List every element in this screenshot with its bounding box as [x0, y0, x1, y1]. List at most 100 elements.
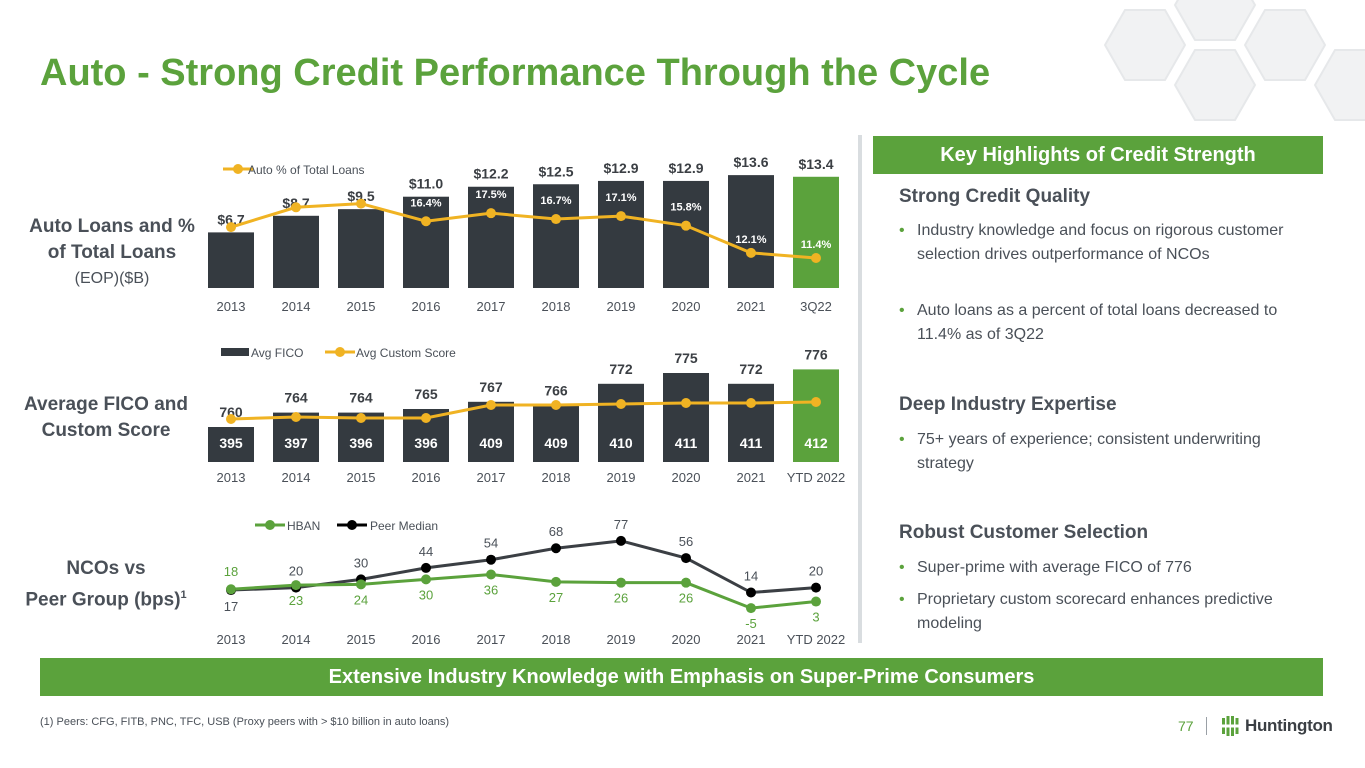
- line-point-hban: [356, 579, 366, 590]
- line-point-auto-pct: [356, 198, 366, 209]
- bar-value-label: 764: [284, 390, 308, 406]
- x-tick-label: YTD 2022: [787, 470, 846, 485]
- line-point-hban: [226, 584, 236, 595]
- hban-value-label: 30: [419, 587, 433, 602]
- bullet-dot: •: [899, 559, 905, 576]
- peer-value-label: 14: [744, 569, 758, 584]
- bar-avg-fico: [793, 369, 839, 462]
- legend-label-avg-fico: Avg FICO: [251, 346, 303, 360]
- line-auto-pct: [230, 202, 817, 260]
- bar-auto-loans: [403, 196, 449, 288]
- x-tick-label: 2020: [672, 470, 701, 485]
- chart-fico-custom-score: Avg FICO Avg Custom Score 760 2013 764 2014 76…: [208, 346, 846, 485]
- x-tick-label: 2021: [737, 632, 766, 647]
- legend-marker-custom-score: [335, 347, 345, 357]
- line-point-custom-score: [681, 398, 691, 408]
- legend-marker-peer-median: [347, 520, 357, 530]
- bar-value-label: $11.0: [409, 176, 443, 192]
- line-value-label: 409: [479, 435, 503, 451]
- bullet-text: Auto loans as a percent of total loans d…: [917, 302, 1278, 343]
- bar-value-label: 775: [674, 350, 698, 366]
- line-point-auto-pct: [226, 222, 236, 233]
- bar-auto-loans: [338, 209, 384, 288]
- x-tick-label: 2015: [347, 632, 376, 647]
- legend-swatch-avg-fico: [221, 348, 249, 356]
- bar-avg-fico: [728, 383, 774, 462]
- bullet-item: • Super-prime with average FICO of 776: [899, 556, 1319, 580]
- x-tick-label: 2017: [477, 299, 506, 314]
- bar-value-label: 767: [479, 379, 503, 395]
- chart-auto-loans: Auto % of Total Loans$6.72013$8.72014$9.…: [208, 154, 839, 314]
- bar-avg-fico: [663, 373, 709, 462]
- bullet-item: • Proprietary custom scorecard enhances p…: [899, 588, 1319, 636]
- bullet-item: • Auto loans as a percent of total loans …: [899, 299, 1319, 347]
- x-tick-label: YTD 2022: [787, 632, 846, 647]
- row-label-ncos-line2-text: Peer Group (bps): [25, 589, 181, 611]
- bar-value-label: 764: [349, 390, 373, 406]
- bar-value-label: 766: [544, 382, 568, 398]
- line-point-peer-median: [421, 562, 431, 573]
- row-label-fico-line1: Average FICO and: [23, 394, 188, 415]
- bar-avg-fico: [598, 383, 644, 462]
- bullet-dot: •: [899, 222, 905, 239]
- hban-value-label: 23: [289, 593, 303, 608]
- line-value-label: 396: [349, 435, 373, 451]
- x-tick-label: 2019: [607, 632, 636, 647]
- line-point-custom-score: [616, 399, 626, 409]
- line-value-label: 17.1%: [605, 192, 636, 204]
- panel-divider: [858, 135, 862, 643]
- page-separator: [1206, 717, 1207, 735]
- line-value-label: 412: [804, 435, 828, 451]
- footnote: (1) Peers: CFG, FITB, PNC, TFC, USB (Pro…: [40, 716, 450, 728]
- bar-value-label: $6.7: [217, 211, 244, 227]
- line-point-custom-score: [486, 400, 496, 410]
- line-value-label: 16.7%: [540, 195, 571, 207]
- x-tick-label: 2016: [412, 470, 441, 485]
- highlights-panel: Key Highlights of Credit Strength Strong…: [873, 136, 1323, 632]
- row-label-ncos-line1: NCOs vs: [66, 558, 146, 579]
- line-value-label: 410: [609, 435, 633, 451]
- legend-label-auto-pct: Auto % of Total Loans: [248, 163, 365, 177]
- bar-value-label: $13.6: [733, 154, 768, 170]
- line-point-peer-median: [486, 554, 496, 565]
- bullet-dot: •: [899, 591, 905, 608]
- bar-value-label: 772: [739, 361, 763, 377]
- x-tick-label: 3Q22: [800, 299, 832, 314]
- line-point-custom-score: [551, 400, 561, 410]
- bullet-text: Super-prime with average FICO of 776: [917, 559, 1192, 576]
- bar-value-label: $13.4: [798, 156, 833, 172]
- line-value-label: 16.4%: [410, 197, 441, 209]
- row-label-loans-line2: of Total Loans: [47, 242, 177, 263]
- line-point-hban: [551, 576, 561, 587]
- line-point-hban: [291, 580, 301, 591]
- legend-label-hban: HBAN: [287, 519, 320, 533]
- bar-value-label: $12.2: [473, 166, 508, 182]
- bar-value-label: $12.5: [538, 163, 573, 179]
- hexagon-background-decoration: [1103, 0, 1365, 121]
- hban-value-label: -5: [745, 616, 757, 631]
- bar-auto-loans: [533, 184, 579, 288]
- line-point-peer-median: [811, 582, 821, 593]
- legend-marker-auto-pct: [233, 164, 243, 174]
- x-tick-label: 2020: [672, 299, 701, 314]
- line-value-label: 18.8%: [345, 180, 376, 192]
- x-tick-label: 2013: [217, 470, 246, 485]
- line-point-hban: [746, 603, 756, 614]
- x-tick-label: 2016: [412, 632, 441, 647]
- peer-value-label: 20: [809, 564, 823, 579]
- bullet-dot: •: [899, 431, 905, 448]
- footnote-marker: 1: [180, 589, 187, 601]
- x-tick-label: 2014: [282, 299, 311, 314]
- line-point-peer-median: [616, 535, 626, 546]
- line-point-hban: [486, 569, 496, 580]
- x-tick-label: 2013: [217, 299, 246, 314]
- x-tick-label: 2013: [217, 632, 246, 647]
- line-point-custom-score: [356, 413, 366, 423]
- line-value-label: 411: [740, 435, 763, 451]
- line-hban: [230, 572, 817, 610]
- line-value-label: 397: [284, 435, 308, 451]
- x-tick-label: 2016: [412, 299, 441, 314]
- x-tick-label: 2019: [607, 299, 636, 314]
- hban-value-label: 26: [679, 591, 693, 606]
- x-tick-label: 2014: [282, 470, 311, 485]
